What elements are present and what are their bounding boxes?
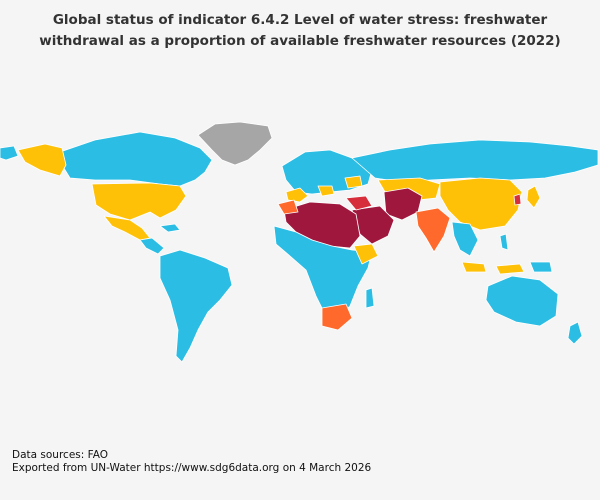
region-india[interactable]: [415, 207, 451, 253]
region-russia[interactable]: [351, 139, 599, 183]
region-australia[interactable]: [485, 275, 559, 327]
region-china[interactable]: [439, 177, 523, 231]
region-united-states[interactable]: [91, 182, 187, 221]
region-canada[interactable]: [59, 131, 213, 187]
region-south-america[interactable]: [159, 249, 233, 363]
region-philippines-png[interactable]: [499, 233, 553, 273]
region-sub-saharan-africa[interactable]: [273, 225, 373, 317]
region-central-america[interactable]: [139, 223, 181, 255]
region-horn-of-africa[interactable]: [353, 243, 379, 265]
region-maghreb-west[interactable]: [277, 199, 299, 215]
region-japan[interactable]: [526, 185, 541, 209]
region-south-africa[interactable]: [321, 303, 353, 331]
region-new-zealand[interactable]: [567, 321, 583, 345]
region-alaska[interactable]: [17, 143, 67, 177]
region-north-pacific[interactable]: [0, 145, 19, 161]
region-greenland[interactable]: [197, 121, 273, 166]
region-mexico[interactable]: [103, 215, 151, 241]
region-korea[interactable]: [513, 193, 522, 206]
map-footer: Data sources: FAO Exported from UN-Water…: [12, 449, 371, 475]
region-southeast-asia[interactable]: [451, 221, 479, 257]
region-levant[interactable]: [345, 195, 373, 211]
export-note: Exported from UN-Water https://www.sdg6d…: [12, 462, 372, 474]
region-madagascar[interactable]: [365, 287, 375, 309]
region-southern-europe[interactable]: [285, 175, 363, 203]
world-map: [0, 121, 599, 363]
map-title: Global status of indicator 6.4.2 Level o…: [39, 12, 561, 49]
data-sources: Data sources: FAO: [12, 449, 108, 461]
region-indonesia[interactable]: [461, 261, 525, 275]
region-north-africa[interactable]: [283, 201, 361, 249]
